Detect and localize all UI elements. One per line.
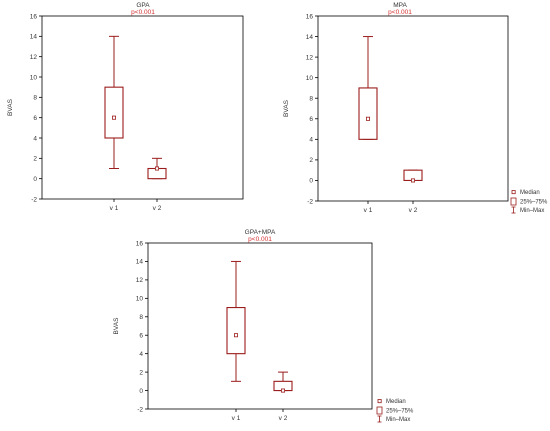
y-tick-label: 0 (309, 178, 313, 185)
chart-title: GPA+MPA (245, 229, 276, 236)
y-tick-label: 4 (33, 135, 37, 142)
y-tick-label: 2 (309, 157, 313, 164)
y-tick-label: 14 (306, 34, 314, 41)
chart-title: GPA (136, 2, 150, 9)
x-tick-label: v 1 (110, 205, 119, 212)
y-axis-label: BVAS (113, 317, 120, 335)
y-tick-label: 0 (33, 176, 37, 183)
y-tick-label: 8 (309, 96, 313, 103)
median-marker (112, 115, 117, 120)
y-tick-label: 10 (30, 74, 38, 81)
legend-whisker-label: Min–Max (520, 208, 544, 214)
y-tick-label: 2 (139, 369, 143, 376)
y-tick-label: 4 (309, 137, 313, 144)
legend: Median 25%–75% Min–Max (510, 190, 548, 214)
y-tick-label: 16 (136, 240, 144, 247)
legend: Median 25%–75% Min–Max (376, 399, 414, 423)
y-tick-label: 12 (306, 54, 314, 61)
y-tick-label: 12 (30, 54, 38, 61)
y-tick-label: 12 (136, 277, 144, 284)
legend-median-label: Median (386, 399, 406, 405)
y-tick-label: -2 (307, 198, 313, 205)
y-tick-label: 6 (309, 116, 313, 123)
y-tick-label: 10 (306, 75, 314, 82)
x-tick-label: v 1 (232, 415, 241, 422)
plot-frame (41, 15, 244, 200)
y-tick-label: 14 (30, 34, 38, 41)
y-tick-label: 8 (139, 314, 143, 321)
median-marker (280, 388, 285, 393)
legend-whisker-label: Min–Max (386, 417, 410, 423)
y-tick-label: 16 (30, 13, 38, 20)
y-axis-label: BVAS (7, 98, 14, 116)
y-tick-label: -2 (137, 406, 143, 413)
y-tick-label: -2 (31, 196, 37, 203)
chart-subtitle: p<0.001 (248, 236, 272, 243)
median-marker (365, 116, 370, 121)
legend-box-symbol (510, 197, 517, 206)
y-tick-label: 16 (306, 13, 314, 20)
chart-subtitle: p<0.001 (131, 9, 155, 16)
chart-title: MPA (393, 2, 407, 9)
chart-subtitle: p<0.001 (388, 9, 412, 16)
y-axis-label: BVAS (283, 99, 290, 117)
y-tick-label: 4 (139, 351, 143, 358)
y-tick-label: 6 (33, 115, 37, 122)
x-tick-label: v 2 (153, 205, 162, 212)
legend-median-symbol (511, 190, 516, 195)
legend-box-label: 25%–75% (386, 409, 414, 415)
median-marker (154, 166, 159, 171)
x-tick-label: v 2 (279, 415, 288, 422)
iqr-box (358, 87, 378, 140)
legend-median-label: Median (520, 190, 540, 196)
x-tick-label: v 2 (409, 207, 418, 214)
legend-median-symbol (377, 399, 382, 404)
y-tick-label: 0 (139, 388, 143, 395)
median-marker (233, 333, 238, 338)
legend-box-symbol (376, 406, 383, 415)
legend-box-label: 25%–75% (520, 200, 548, 206)
iqr-box (104, 86, 124, 139)
plot-frame (147, 242, 373, 410)
iqr-box (226, 307, 246, 355)
y-tick-label: 10 (136, 296, 144, 303)
y-tick-label: 8 (33, 95, 37, 102)
x-tick-label: v 1 (364, 207, 373, 214)
y-tick-label: 2 (33, 156, 37, 163)
median-marker (410, 178, 415, 183)
y-tick-label: 14 (136, 259, 144, 266)
y-tick-label: 6 (139, 333, 143, 340)
